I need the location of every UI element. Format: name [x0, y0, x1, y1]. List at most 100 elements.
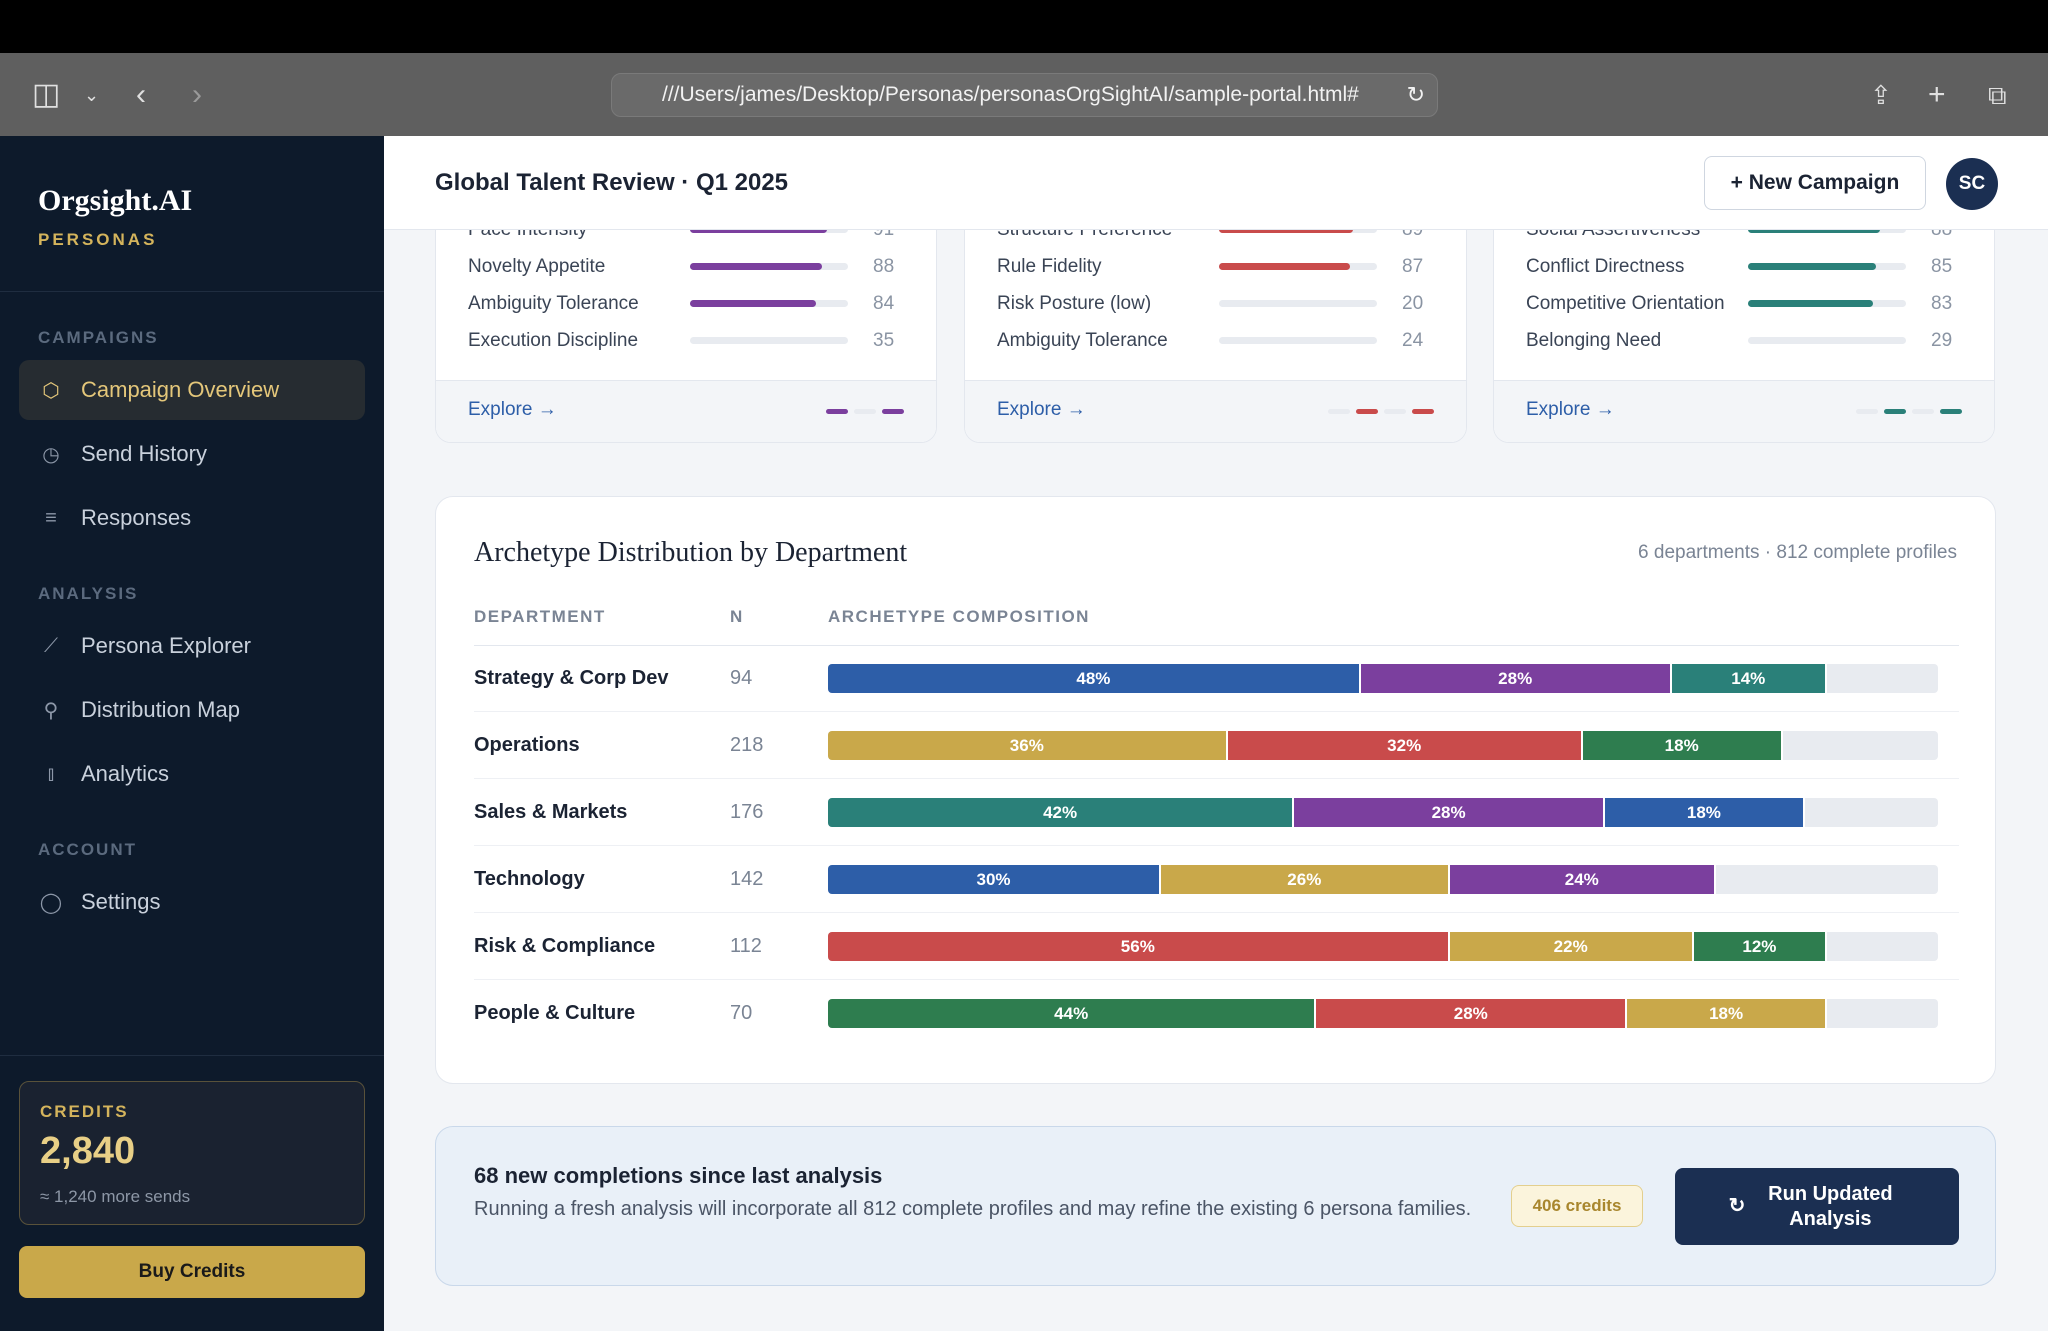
trait-name: Competitive Orientation — [1526, 293, 1725, 314]
back-icon[interactable]: ‹ — [136, 78, 146, 111]
composition-segment[interactable]: 42% — [828, 798, 1295, 827]
composition-segment[interactable]: 18% — [1604, 798, 1805, 827]
table-row[interactable]: Sales & Markets 176 42% 28% 18% — [474, 779, 1959, 846]
pagination-dots[interactable] — [1328, 409, 1434, 414]
composition-segment[interactable]: 14% — [1671, 664, 1827, 693]
trait-bar — [1748, 337, 1906, 344]
department-n: 70 — [730, 1002, 753, 1024]
bar-chart-icon: ⫾ — [47, 762, 55, 785]
main-content: Global Talent Review · Q1 2025 + New Cam… — [384, 136, 2048, 1331]
composition-bar: 36% 32% 18% — [828, 731, 1938, 760]
archetype-distribution-card: Archetype Distribution by Department 6 d… — [435, 496, 1996, 1084]
table-row[interactable]: Strategy & Corp Dev 94 48% 28% 14% — [474, 645, 1959, 712]
department-n: 112 — [730, 935, 762, 957]
composition-segment[interactable]: 24% — [1449, 865, 1716, 894]
composition-segment[interactable]: 30% — [828, 865, 1161, 894]
section-account: ACCOUNT — [38, 840, 137, 859]
composition-bar: 48% 28% 14% — [828, 664, 1938, 693]
chevron-down-icon[interactable]: ⌄ — [84, 85, 100, 105]
composition-segment[interactable]: 18% — [1582, 731, 1783, 760]
trait-name: Novelty Appetite — [468, 256, 606, 277]
hexagon-icon: ⬡ — [42, 379, 60, 402]
sidebar-item-send-history[interactable]: ◷ Send History — [19, 424, 365, 484]
trait-name: Risk Posture (low) — [997, 293, 1152, 314]
credits-sub: ≈ 1,240 more sends — [40, 1187, 191, 1206]
button-label: Run Updated Analysis — [1768, 1182, 1893, 1230]
department-name: People & Culture — [474, 1002, 636, 1024]
reload-icon[interactable]: ↻ — [1406, 82, 1425, 107]
composition-bar: 56% 22% 12% — [828, 932, 1938, 961]
section-analysis: ANALYSIS — [38, 584, 139, 603]
pagination-dots[interactable] — [1856, 409, 1962, 414]
explore-link[interactable]: Explore → — [468, 399, 557, 420]
table-row[interactable]: Technology 142 30% 26% 24% — [474, 846, 1959, 913]
pagination-dots[interactable] — [826, 409, 904, 414]
trait-row: Novelty Appetite 88 — [468, 252, 908, 282]
composition-segment[interactable]: 22% — [1449, 932, 1694, 961]
url-text: ///Users/james/Desktop/Personas/personas… — [662, 83, 1359, 106]
composition-segment[interactable]: 56% — [828, 932, 1450, 961]
trait-row: Execution Discipline 35 — [468, 326, 908, 356]
tabs-overview-icon[interactable]: ⧉ — [1988, 80, 2007, 110]
composition-segment[interactable]: 48% — [828, 664, 1361, 693]
explore-link[interactable]: Explore → — [997, 399, 1086, 420]
trait-bar — [690, 263, 848, 270]
trait-bar — [1219, 337, 1377, 344]
trend-icon: ⟋ — [44, 634, 58, 657]
sidebar-item-distribution-map[interactable]: ⚲ Distribution Map — [19, 680, 365, 740]
share-icon[interactable]: ⇪ — [1870, 80, 1892, 110]
table-row[interactable]: Risk & Compliance 112 56% 22% 12% — [474, 913, 1959, 980]
forward-icon[interactable]: › — [192, 78, 202, 111]
new-tab-icon[interactable]: + — [1928, 78, 1946, 111]
composition-segment[interactable]: 36% — [828, 731, 1228, 760]
sidebar-item-settings[interactable]: ◯ Settings — [19, 872, 365, 932]
composition-segment[interactable]: 32% — [1227, 731, 1583, 760]
column-header-n: N — [730, 607, 744, 626]
column-header-department: DEPARTMENT — [474, 607, 606, 626]
divider — [0, 1055, 384, 1056]
composition-segment[interactable]: 28% — [1294, 798, 1605, 827]
trait-name: Rule Fidelity — [997, 256, 1102, 277]
trait-name: Conflict Directness — [1526, 256, 1685, 277]
card-footer: Explore → — [965, 380, 1466, 442]
trait-value: 20 — [1402, 293, 1424, 314]
sidebar-item-campaign-overview[interactable]: ⬡ Campaign Overview — [19, 360, 365, 420]
sidebar-item-responses[interactable]: ≡ Responses — [19, 488, 365, 548]
composition-segment[interactable]: 28% — [1316, 999, 1628, 1028]
trait-name: Ambiguity Tolerance — [997, 330, 1168, 351]
sidebar-item-label: Settings — [81, 889, 161, 914]
logo-subtitle: PERSONAS — [38, 230, 158, 249]
credits-cost-badge: 406 credits — [1511, 1185, 1643, 1227]
trait-bar — [1748, 263, 1906, 270]
trait-bar-fill — [690, 263, 823, 270]
sidebar-item-analytics[interactable]: ⫾ Analytics — [19, 744, 365, 804]
new-campaign-button[interactable]: + New Campaign — [1704, 156, 1926, 210]
section-title: Archetype Distribution by Department — [474, 537, 908, 568]
divider — [0, 291, 384, 292]
department-n: 176 — [730, 801, 764, 823]
table-row[interactable]: Operations 218 36% 32% 18% — [474, 712, 1959, 779]
sidebar-item-label: Responses — [81, 505, 192, 530]
composition-segment[interactable]: 18% — [1627, 999, 1827, 1028]
trait-row: Ambiguity Tolerance 84 — [468, 289, 908, 319]
department-name: Risk & Compliance — [474, 935, 656, 957]
run-updated-analysis-button[interactable]: ↻ Run Updated Analysis — [1675, 1168, 1959, 1245]
sidebar-toggle-icon[interactable]: ◫ — [32, 78, 61, 111]
avatar[interactable]: SC — [1946, 158, 1998, 210]
trait-bar-fill — [1748, 300, 1873, 307]
refresh-icon: ↻ — [1728, 1195, 1746, 1217]
composition-bar: 30% 26% 24% — [828, 865, 1938, 894]
user-icon: ◯ — [39, 891, 63, 914]
buy-credits-button[interactable]: Buy Credits — [19, 1246, 365, 1298]
composition-segment[interactable]: 26% — [1161, 865, 1450, 894]
trait-bar — [1219, 263, 1377, 270]
composition-segment[interactable]: 28% — [1360, 664, 1672, 693]
trait-name: Ambiguity Tolerance — [468, 293, 639, 314]
table-row[interactable]: People & Culture 70 44% 28% 18% — [474, 980, 1959, 1047]
composition-segment[interactable]: 12% — [1693, 932, 1827, 961]
composition-segment[interactable]: 44% — [828, 999, 1317, 1028]
sidebar-item-persona-explorer[interactable]: ⟋ Persona Explorer — [19, 616, 365, 676]
trait-value: 29 — [1931, 330, 1953, 351]
address-bar[interactable]: ///Users/james/Desktop/Personas/personas… — [611, 73, 1438, 117]
explore-link[interactable]: Explore → — [1526, 399, 1615, 420]
